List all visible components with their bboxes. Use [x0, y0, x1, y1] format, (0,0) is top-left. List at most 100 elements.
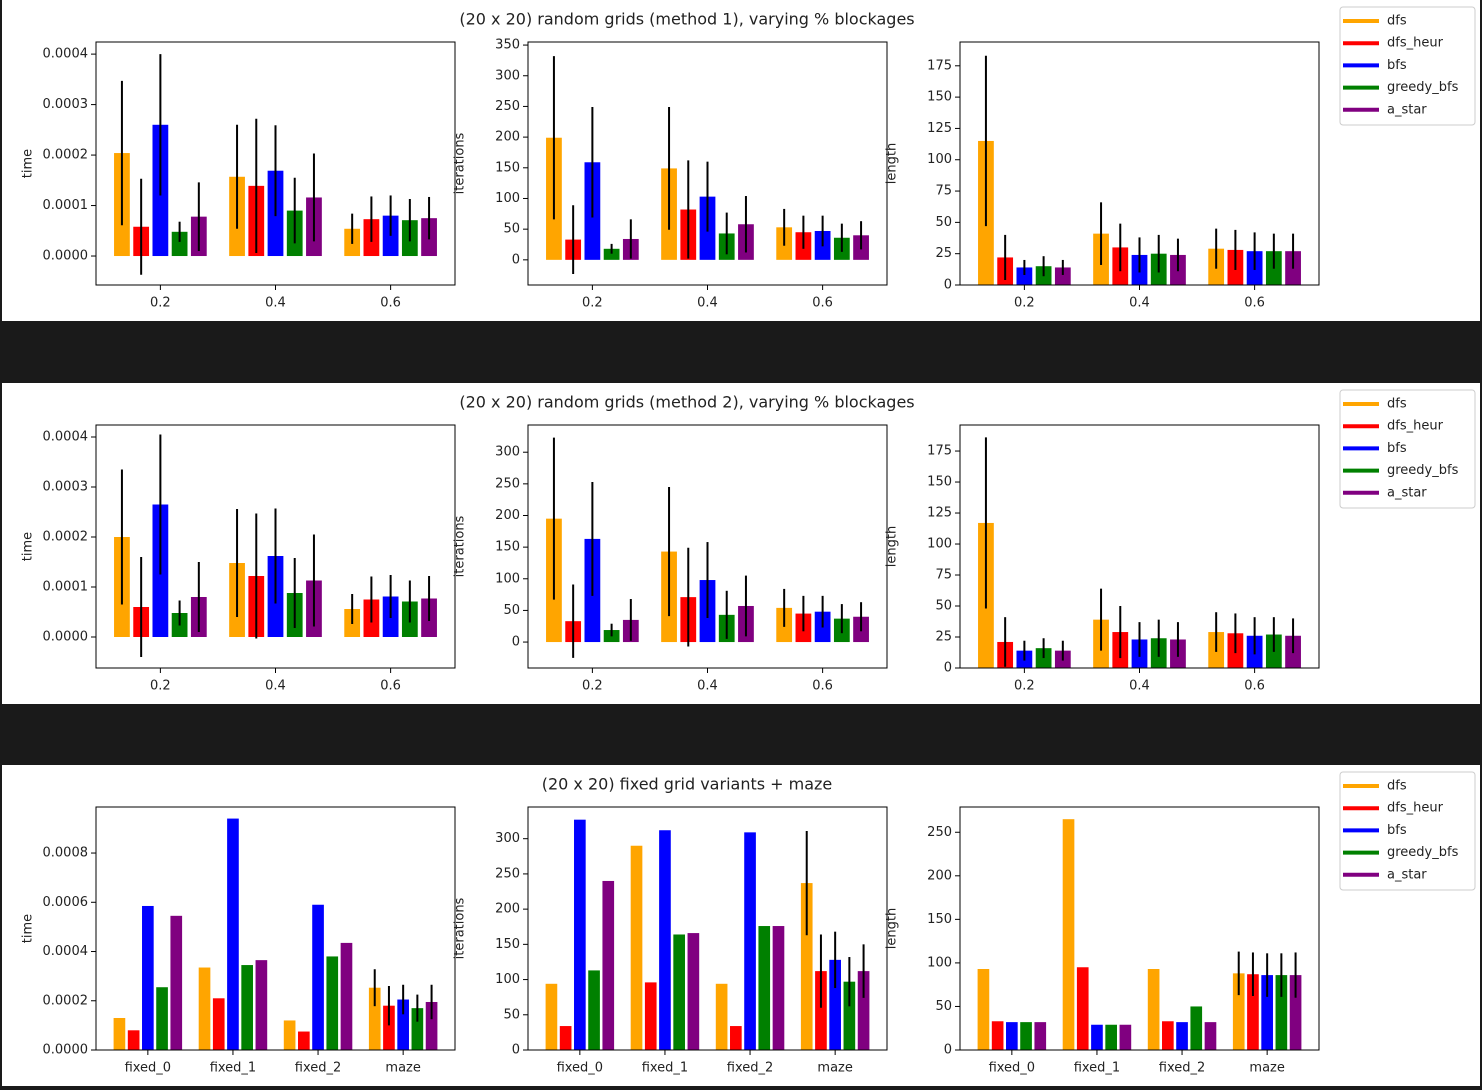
x-tick-label: fixed_0: [557, 1061, 604, 1076]
y-tick-label: 150: [495, 160, 520, 175]
bar: [574, 819, 586, 1050]
y-tick-label: 0.0003: [43, 97, 89, 112]
y-tick-label: 250: [495, 99, 520, 114]
axes-frame: [527, 806, 888, 1051]
y-tick-label: 0: [512, 635, 520, 650]
legend-label: dfs_heur: [1387, 419, 1444, 434]
y-tick-label: 50: [935, 215, 952, 230]
bar: [127, 1030, 140, 1050]
bar: [241, 965, 253, 1050]
legend-label: greedy_bfs: [1387, 463, 1459, 478]
bar: [673, 934, 685, 1050]
y-axis-label: time: [21, 532, 36, 561]
legend-label: bfs: [1387, 823, 1407, 838]
legend-label: dfs: [1387, 14, 1407, 29]
bar: [744, 832, 756, 1050]
y-tick-label: 0.0002: [43, 148, 89, 163]
bar: [659, 830, 671, 1050]
axes-frame: [959, 424, 1320, 669]
y-tick-label: 100: [927, 152, 952, 167]
x-tick-label: fixed_1: [210, 1061, 257, 1076]
y-tick-label: 100: [927, 955, 952, 970]
x-tick-label: fixed_2: [727, 1061, 774, 1076]
bar: [1190, 1006, 1203, 1050]
x-tick-label: 0.6: [380, 296, 401, 311]
y-tick-label: 0.0000: [43, 249, 89, 264]
y-tick-label: 250: [495, 866, 520, 881]
figure-title: (20 x 20) fixed grid variants + maze: [542, 775, 833, 794]
y-tick-label: 0.0001: [43, 580, 89, 595]
bar: [1232, 973, 1245, 1050]
x-tick-label: 0.4: [1129, 679, 1150, 694]
bar: [1247, 974, 1259, 1050]
x-tick-label: 0.6: [812, 296, 833, 311]
bar: [1076, 967, 1089, 1050]
legend-label: a_star: [1387, 867, 1427, 882]
bar: [843, 981, 856, 1050]
bar: [383, 1005, 395, 1050]
bar: [113, 1017, 126, 1050]
y-tick-label: 50: [503, 222, 520, 237]
y-tick-label: 0: [512, 252, 520, 267]
y-tick-label: 300: [495, 68, 520, 83]
x-tick-label: maze: [1249, 1061, 1284, 1076]
bar: [227, 818, 239, 1050]
bar: [1062, 819, 1075, 1050]
axes-frame: [95, 424, 456, 669]
bar: [1020, 1022, 1032, 1050]
legend-box: [1339, 389, 1476, 509]
y-tick-label: 150: [927, 912, 952, 927]
y-tick-label: 0.0000: [43, 1043, 89, 1058]
y-tick-label: 0.0001: [43, 198, 89, 213]
bar: [411, 1008, 424, 1050]
legend-label: greedy_bfs: [1387, 80, 1459, 95]
y-tick-label: 0.0008: [43, 846, 89, 861]
y-axis-label: iterations: [453, 897, 468, 959]
y-tick-label: 300: [495, 831, 520, 846]
y-tick-label: 200: [495, 130, 520, 145]
bar: [715, 983, 728, 1050]
y-axis-label: time: [21, 149, 36, 178]
axes-frame: [959, 806, 1320, 1051]
y-tick-label: 200: [495, 902, 520, 917]
bar: [340, 942, 353, 1050]
bar: [142, 905, 154, 1050]
bar: [977, 969, 990, 1050]
y-axis-label: length: [885, 143, 900, 184]
bar: [212, 998, 225, 1050]
y-tick-label: 25: [935, 630, 952, 645]
y-tick-label: 0.0004: [43, 944, 89, 959]
y-tick-label: 0.0002: [43, 993, 89, 1008]
axes-frame: [527, 424, 888, 669]
bar: [730, 1026, 742, 1050]
y-tick-label: 150: [495, 540, 520, 555]
x-tick-label: fixed_0: [989, 1061, 1036, 1076]
x-tick-label: 0.4: [697, 679, 718, 694]
bar: [1204, 1022, 1217, 1050]
legend-label: dfs: [1387, 397, 1407, 412]
bar: [800, 883, 813, 1050]
y-tick-label: 0: [944, 661, 952, 676]
y-tick-label: 75: [935, 184, 952, 199]
bar: [312, 904, 324, 1050]
y-tick-label: 175: [927, 444, 952, 459]
y-axis-label: length: [885, 908, 900, 949]
bar: [1147, 969, 1160, 1050]
bar: [588, 970, 600, 1050]
y-tick-label: 50: [935, 599, 952, 614]
y-tick-label: 50: [503, 603, 520, 618]
x-tick-label: 0.4: [697, 296, 718, 311]
y-tick-label: 0.0002: [43, 530, 89, 545]
x-tick-label: 0.6: [380, 679, 401, 694]
bar: [857, 971, 870, 1050]
x-tick-label: 0.2: [1014, 679, 1035, 694]
legend-label: greedy_bfs: [1387, 845, 1459, 860]
y-tick-label: 50: [935, 999, 952, 1014]
y-tick-label: 100: [927, 537, 952, 552]
x-tick-label: fixed_0: [125, 1061, 172, 1076]
bar: [1105, 1024, 1117, 1050]
x-tick-label: maze: [385, 1061, 420, 1076]
x-tick-label: 0.6: [1244, 296, 1265, 311]
y-tick-label: 200: [927, 868, 952, 883]
